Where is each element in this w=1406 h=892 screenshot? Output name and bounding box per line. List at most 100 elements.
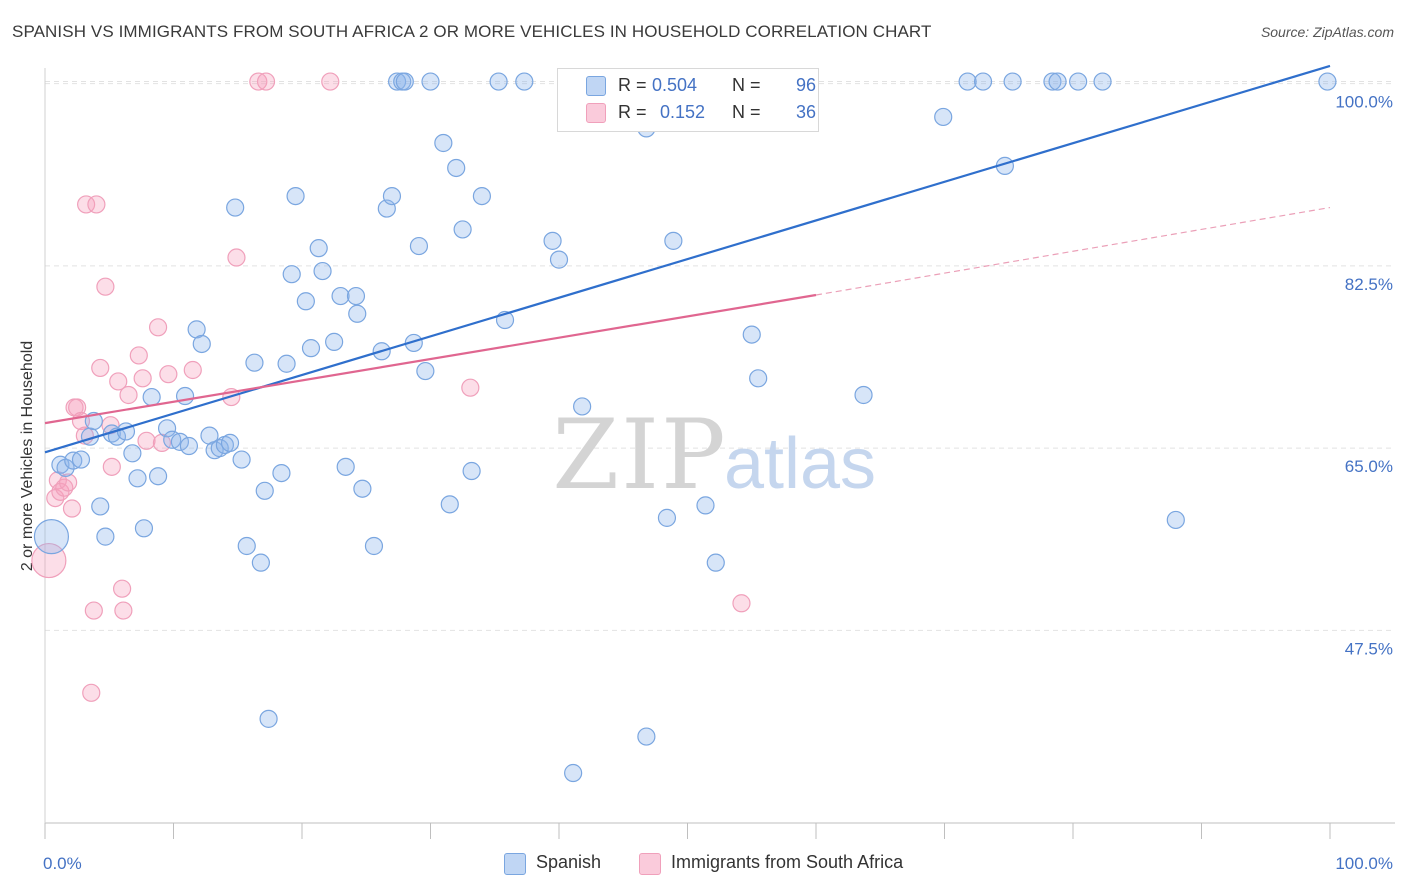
legend-n-value-south-africa: 36 [796, 102, 817, 122]
point-spanish [296, 292, 315, 311]
point-spanish [325, 332, 344, 351]
point-spanish [134, 519, 154, 538]
point-spanish [64, 451, 83, 470]
point-spanish [309, 239, 328, 258]
point-south-africa [77, 195, 96, 214]
legend-n-label: N = [732, 102, 761, 122]
point-spanish [232, 450, 251, 469]
point-spanish [1048, 72, 1067, 91]
point-spanish [170, 432, 190, 451]
point-spanish [1003, 72, 1022, 91]
point-spanish [157, 419, 177, 438]
point-spanish [353, 479, 372, 498]
point-spanish [395, 72, 414, 91]
point-spanish [71, 450, 91, 469]
point-spanish [346, 286, 366, 306]
point-south-africa [321, 72, 340, 91]
point-spanish [272, 463, 291, 483]
point-spanish [142, 387, 161, 407]
point-spanish [286, 186, 305, 206]
point-spanish [382, 186, 402, 206]
point-spanish [421, 72, 440, 91]
y-tick-labels: 47.5% 65.0% 82.5% 100.0% [1335, 93, 1393, 659]
legend-r-label: R = [618, 75, 647, 95]
point-spanish [742, 325, 761, 344]
point-spanish [416, 361, 435, 381]
point-spanish [91, 497, 110, 516]
point-spanish [664, 231, 683, 250]
y-tick-label: 100.0% [1335, 93, 1393, 112]
point-spanish [489, 72, 508, 91]
point-south-africa [87, 195, 106, 214]
point-spanish [1093, 72, 1112, 91]
point-south-africa [68, 398, 87, 417]
point-spanish [573, 397, 592, 416]
point-spanish [175, 386, 195, 406]
y-tick-label: 47.5% [1345, 639, 1393, 658]
bottom-legend-label-spanish: Spanish [536, 852, 602, 872]
y-tick-label: 82.5% [1345, 275, 1393, 294]
y-tick-label: 65.0% [1345, 457, 1393, 476]
point-spanish [192, 334, 211, 354]
point-south-africa [183, 360, 202, 380]
point-spanish [434, 133, 453, 153]
point-spanish [462, 461, 481, 481]
point-spanish [313, 261, 332, 281]
point-spanish [179, 436, 199, 456]
point-spanish [387, 72, 407, 91]
point-spanish [277, 354, 296, 373]
point-spanish [453, 220, 472, 239]
point-south-africa [96, 277, 115, 296]
trend-lines [44, 64, 1331, 454]
legend-swatch-south-africa [586, 103, 606, 123]
point-spanish [657, 508, 677, 527]
point-south-africa [82, 683, 101, 702]
point-spanish [102, 424, 121, 443]
point-spanish [543, 231, 562, 250]
point-south-africa [112, 579, 132, 598]
point-spanish [348, 304, 367, 323]
point-spanish [148, 467, 168, 486]
point-spanish [96, 527, 115, 546]
point-spanish [564, 763, 583, 783]
point-spanish [245, 353, 264, 372]
point-spanish [440, 495, 459, 514]
legend-r-value-spanish: 0.504 [652, 75, 698, 95]
point-spanish [637, 727, 656, 746]
point-spanish [336, 457, 355, 476]
point-spanish [1166, 510, 1185, 530]
point-spanish [934, 107, 953, 127]
point-spanish [549, 250, 569, 269]
point-south-africa [109, 372, 128, 391]
point-spanish [1318, 72, 1337, 91]
legend-n-value-spanish: 96 [796, 75, 817, 95]
point-spanish [237, 536, 256, 556]
point-spanish [973, 72, 993, 91]
point-spanish [123, 444, 142, 463]
point-south-africa [249, 72, 268, 91]
legend-r-value-south-africa: 0.152 [660, 102, 706, 122]
chart-title: SPANISH VS IMMIGRANTS FROM SOUTH AFRICA … [12, 22, 932, 41]
legend-r-label: R = [618, 102, 647, 122]
point-spanish [128, 469, 147, 488]
point-south-africa [732, 594, 751, 613]
point-spanish [472, 186, 491, 206]
points-immigrants-south-africa [31, 72, 751, 702]
point-spanish [331, 286, 350, 306]
point-spanish [696, 496, 715, 515]
x-tick-label-max: 100.0% [1335, 854, 1393, 873]
point-spanish [706, 553, 725, 572]
bottom-legend-swatch-south-africa [639, 853, 661, 875]
legend-n-label: N = [732, 75, 761, 95]
point-spanish [226, 198, 245, 217]
point-south-africa [461, 378, 480, 397]
point-spanish [854, 385, 873, 405]
point-spanish [409, 236, 429, 256]
point-spanish [364, 536, 384, 556]
legend-swatch-spanish [586, 76, 606, 96]
point-spanish [210, 439, 229, 458]
watermark-zip: ZIP [552, 399, 727, 511]
point-south-africa [159, 365, 178, 384]
point-south-africa [119, 385, 138, 405]
